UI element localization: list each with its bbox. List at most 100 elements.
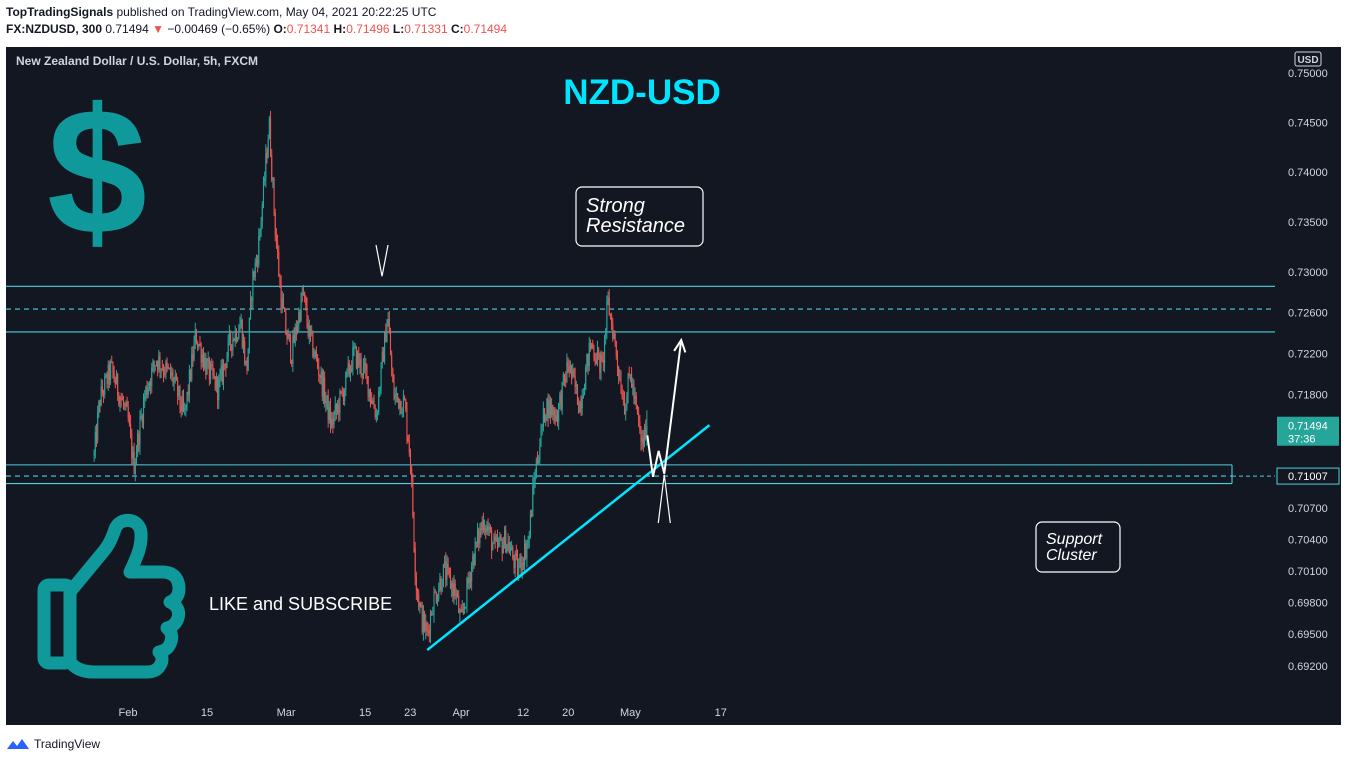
candle — [200, 342, 202, 370]
candle-body — [199, 344, 201, 346]
candle-body — [441, 586, 443, 591]
candle — [413, 511, 415, 553]
candle — [435, 591, 437, 604]
candle-body — [133, 451, 135, 474]
candle-body — [292, 335, 294, 364]
candle — [220, 359, 222, 382]
candle — [591, 342, 593, 350]
candle — [528, 530, 530, 549]
candle-body — [574, 375, 576, 388]
y-tick-label: 0.71800 — [1288, 389, 1328, 401]
candle — [379, 386, 381, 397]
candle — [525, 539, 527, 561]
candle — [101, 379, 103, 397]
candle-body — [638, 413, 640, 422]
candle-body — [642, 437, 644, 445]
candle-body — [257, 260, 259, 265]
candle-body — [152, 361, 154, 368]
candle — [267, 134, 269, 159]
candle — [381, 346, 383, 369]
y-tick-label: 0.70700 — [1288, 503, 1328, 515]
candle-body — [346, 369, 348, 372]
candle — [534, 469, 536, 489]
candle-body — [623, 398, 626, 415]
candle — [144, 389, 146, 409]
candle — [398, 397, 400, 410]
candle — [192, 345, 194, 367]
candle — [264, 171, 266, 186]
candle-body — [255, 260, 257, 263]
chart-frame[interactable]: Strong Resistance Support Cluster $ New Zea… — [6, 47, 1341, 725]
candle — [206, 357, 208, 375]
candle-body — [148, 383, 150, 389]
candle — [254, 257, 256, 282]
candle-body — [607, 297, 609, 303]
candle — [481, 516, 483, 535]
candle-body — [259, 229, 261, 236]
candle-body — [311, 331, 313, 334]
candle-body — [492, 543, 494, 551]
time-scale[interactable] — [6, 702, 1275, 725]
candle-body — [499, 536, 501, 542]
candle — [104, 372, 106, 399]
candle-body — [475, 541, 477, 543]
candle-body — [264, 178, 266, 181]
candle-body — [616, 355, 619, 368]
candle — [583, 383, 586, 396]
candle — [131, 428, 133, 465]
candle-body — [581, 397, 583, 409]
tradingview-logo-icon[interactable] — [6, 737, 30, 751]
tradingview-brand[interactable]: TradingView — [34, 737, 101, 751]
candle — [359, 353, 361, 375]
candle — [641, 430, 643, 450]
candle-body — [533, 480, 535, 486]
candle — [415, 571, 417, 600]
candle — [172, 368, 174, 387]
candle-body — [551, 405, 553, 416]
candle-body — [178, 386, 180, 397]
candle-body — [191, 353, 193, 380]
candle — [472, 551, 474, 572]
candle — [114, 376, 116, 389]
candle — [419, 601, 421, 614]
candle — [134, 458, 136, 482]
x-tick-label: 20 — [562, 707, 574, 719]
candle-body — [639, 421, 641, 430]
candle — [204, 352, 206, 371]
candle — [212, 360, 214, 380]
candle — [273, 176, 275, 217]
candle — [628, 366, 630, 379]
candle-body — [498, 541, 500, 547]
candle — [600, 350, 602, 381]
candle-body — [453, 583, 455, 596]
candle — [569, 360, 571, 374]
candle — [198, 343, 200, 350]
candle-body — [349, 368, 352, 374]
candle — [300, 291, 302, 323]
candle — [643, 423, 646, 448]
candle-body — [320, 371, 322, 378]
candle-body — [521, 562, 523, 571]
chart-headline: NZD-USD — [563, 73, 720, 112]
candle-body — [528, 534, 530, 540]
candle — [494, 530, 496, 549]
candle-body — [580, 402, 582, 409]
candle-body — [605, 330, 607, 336]
candle-body — [107, 364, 109, 384]
candle-body — [500, 536, 502, 540]
candle-body — [298, 311, 300, 327]
candle-body — [576, 384, 579, 405]
candle-body — [360, 358, 362, 374]
price-scale[interactable] — [1275, 47, 1341, 725]
candle — [231, 344, 233, 358]
candle — [133, 442, 135, 475]
candle — [257, 255, 259, 273]
candle-body — [609, 314, 611, 316]
author-name[interactable]: TopTradingSignals — [6, 5, 114, 19]
candle-body — [233, 339, 235, 341]
candle-body — [573, 369, 575, 376]
publish-line: TopTradingSignals published on TradingVi… — [6, 4, 507, 21]
candle-body — [139, 417, 141, 446]
candle-body — [213, 374, 215, 377]
